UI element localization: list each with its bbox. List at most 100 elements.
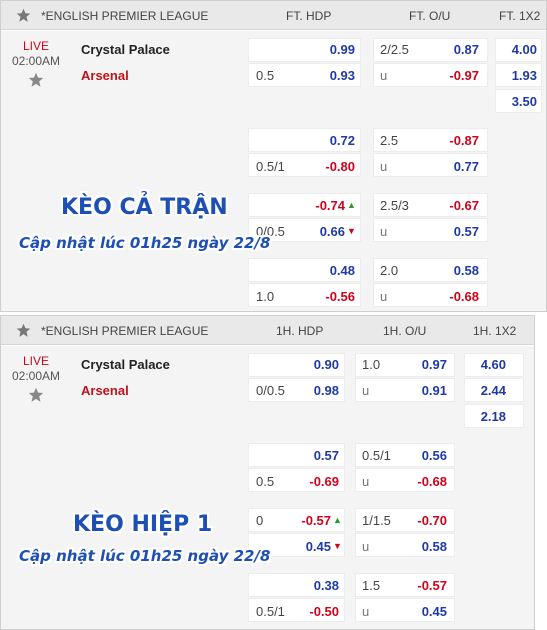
hdp-away-odds[interactable]: 0.45 bbox=[305, 539, 331, 554]
ou-under-cell[interactable] bbox=[355, 598, 455, 622]
ou-over-cell[interactable] bbox=[355, 443, 455, 467]
hdp-line: 1.0 bbox=[256, 289, 275, 304]
ou-over-cell[interactable] bbox=[355, 353, 455, 377]
hdp-home-cell[interactable] bbox=[248, 38, 361, 62]
ou-over-cell[interactable] bbox=[373, 258, 488, 282]
hdp-home-odds[interactable]: 0.90 bbox=[313, 357, 339, 372]
league-name[interactable]: *ENGLISH PREMIER LEAGUE bbox=[41, 9, 209, 23]
ou-under-odds[interactable]: 0.77 bbox=[453, 159, 479, 174]
hdp-away-odds[interactable]: 0.93 bbox=[329, 68, 355, 83]
ou-over-odds[interactable]: 0.87 bbox=[453, 42, 479, 57]
1x2-draw-cell[interactable] bbox=[495, 89, 542, 113]
hdp-home-cell[interactable] bbox=[248, 443, 345, 467]
hdp-away-cell[interactable] bbox=[248, 153, 361, 177]
1x2-draw-odds[interactable]: 3.50 bbox=[511, 94, 537, 109]
hdp-away-odds[interactable]: 0.66 bbox=[319, 224, 345, 239]
ou-under-odds[interactable]: 0.57 bbox=[453, 224, 479, 239]
hdp-home-cell[interactable] bbox=[248, 258, 361, 282]
ou-over-odds[interactable]: -0.87 bbox=[449, 133, 479, 148]
1x2-away-odds[interactable]: 2.44 bbox=[480, 383, 506, 398]
ou-under-odds[interactable]: -0.68 bbox=[417, 474, 447, 489]
star-icon[interactable] bbox=[16, 8, 31, 23]
ou-under-label: u bbox=[362, 474, 370, 489]
hdp-home-cell[interactable] bbox=[248, 508, 345, 532]
ou-over-odds[interactable]: -0.57 bbox=[417, 578, 447, 593]
hdp-away-cell[interactable] bbox=[248, 218, 361, 242]
hdp-away-cell[interactable] bbox=[248, 378, 345, 402]
hdp-away-odds[interactable]: -0.56 bbox=[325, 289, 355, 304]
hdp-away-cell[interactable] bbox=[248, 533, 345, 557]
hdp-home-odds[interactable]: -0.57 bbox=[301, 513, 331, 528]
ou-under-cell[interactable] bbox=[373, 153, 488, 177]
hdp-line: 0.5 bbox=[256, 474, 275, 489]
hdp-home-odds[interactable]: 0.57 bbox=[313, 448, 339, 463]
1x2-away-cell[interactable] bbox=[495, 63, 542, 87]
hdp-away-odds[interactable]: -0.80 bbox=[325, 159, 355, 174]
ou-line: 1.5 bbox=[362, 578, 381, 593]
1x2-home-odds[interactable]: 4.00 bbox=[511, 42, 537, 57]
favorite-star-icon[interactable] bbox=[28, 72, 44, 88]
arrow-up-icon: ▲ bbox=[333, 515, 342, 525]
ou-over-cell[interactable] bbox=[355, 508, 455, 532]
ou-under-label: u bbox=[362, 604, 370, 619]
ou-over-cell[interactable] bbox=[373, 128, 488, 152]
hdp-away-odds[interactable]: -0.50 bbox=[309, 604, 339, 619]
ou-over-cell[interactable] bbox=[373, 38, 488, 62]
ou-under-odds[interactable]: 0.45 bbox=[421, 604, 447, 619]
1x2-draw-cell[interactable] bbox=[464, 404, 524, 428]
ou-over-odds[interactable]: -0.67 bbox=[449, 198, 479, 213]
1x2-away-odds[interactable]: 1.93 bbox=[511, 68, 537, 83]
hdp-line: 0.5/1 bbox=[256, 604, 285, 619]
favorite-star-icon[interactable] bbox=[28, 387, 44, 403]
ou-over-odds[interactable]: -0.70 bbox=[417, 513, 447, 528]
ou-over-cell[interactable] bbox=[355, 573, 455, 597]
ou-under-cell[interactable] bbox=[355, 533, 455, 557]
home-team[interactable]: Crystal Palace bbox=[81, 357, 170, 372]
hdp-away-cell[interactable] bbox=[248, 63, 361, 87]
ou-under-cell[interactable] bbox=[373, 63, 488, 87]
hdp-away-odds[interactable]: 0.98 bbox=[313, 383, 339, 398]
hdp-away-odds[interactable]: -0.69 bbox=[309, 474, 339, 489]
ou-under-cell[interactable] bbox=[355, 468, 455, 492]
hdp-home-cell[interactable] bbox=[248, 573, 345, 597]
home-team[interactable]: Crystal Palace bbox=[81, 42, 170, 57]
star-icon[interactable] bbox=[16, 323, 31, 338]
hdp-home-cell[interactable] bbox=[248, 128, 361, 152]
hdp-home-cell[interactable] bbox=[248, 193, 361, 217]
ou-under-cell[interactable] bbox=[373, 218, 488, 242]
fulltime-odds-panel: *ENGLISH PREMIER LEAGUE FT. HDP FT. O/U … bbox=[0, 0, 547, 312]
hdp-home-odds[interactable]: 0.99 bbox=[329, 42, 355, 57]
ou-under-odds[interactable]: -0.68 bbox=[449, 289, 479, 304]
hdp-home-odds[interactable]: 0.48 bbox=[329, 263, 355, 278]
ou-over-odds[interactable]: 0.56 bbox=[421, 448, 447, 463]
hdp-home-odds[interactable]: -0.74 bbox=[315, 198, 345, 213]
hdp-line: 0/0.5 bbox=[256, 383, 285, 398]
match-time: 02:00AM bbox=[11, 369, 61, 383]
1x2-away-cell[interactable] bbox=[464, 378, 524, 402]
away-team[interactable]: Arsenal bbox=[81, 383, 129, 398]
league-name[interactable]: *ENGLISH PREMIER LEAGUE bbox=[41, 324, 209, 338]
hdp-away-cell[interactable] bbox=[248, 468, 345, 492]
ou-under-cell[interactable] bbox=[373, 283, 488, 307]
1x2-home-odds[interactable]: 4.60 bbox=[480, 357, 506, 372]
ou-over-odds[interactable]: 0.58 bbox=[453, 263, 479, 278]
hdp-home-odds[interactable]: 0.38 bbox=[313, 578, 339, 593]
ou-under-odds[interactable]: -0.97 bbox=[449, 68, 479, 83]
1x2-home-cell[interactable] bbox=[464, 353, 524, 377]
hdp-away-cell[interactable] bbox=[248, 283, 361, 307]
hdp-home-odds[interactable]: 0.72 bbox=[329, 133, 355, 148]
1x2-home-cell[interactable] bbox=[495, 38, 542, 62]
1x2-draw-odds[interactable]: 2.18 bbox=[480, 409, 506, 424]
ou-over-cell[interactable] bbox=[373, 193, 488, 217]
firsthalf-odds-panel: *ENGLISH PREMIER LEAGUE 1H. HDP 1H. O/U … bbox=[0, 315, 535, 630]
ou-under-label: u bbox=[362, 383, 370, 398]
ou-under-odds[interactable]: 0.58 bbox=[421, 539, 447, 554]
hdp-home-cell[interactable] bbox=[248, 353, 345, 377]
ou-under-odds[interactable]: 0.91 bbox=[421, 383, 447, 398]
col-header-ou: 1H. O/U bbox=[383, 324, 427, 338]
league-header: *ENGLISH PREMIER LEAGUE 1H. HDP 1H. O/U … bbox=[1, 316, 534, 345]
ou-over-odds[interactable]: 0.97 bbox=[421, 357, 447, 372]
ou-under-cell[interactable] bbox=[355, 378, 455, 402]
away-team[interactable]: Arsenal bbox=[81, 68, 129, 83]
hdp-away-cell[interactable] bbox=[248, 598, 345, 622]
